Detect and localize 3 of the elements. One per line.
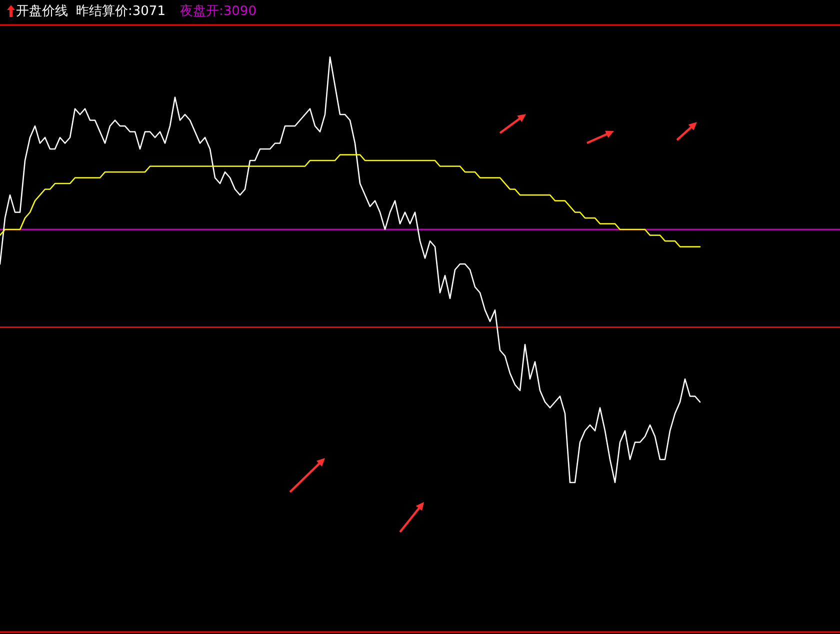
text: 昨结算价:3071 [76, 4, 166, 19]
chart-title: 开盘价线 [16, 4, 68, 19]
text: 夜盘开:3090 [180, 3, 256, 19]
